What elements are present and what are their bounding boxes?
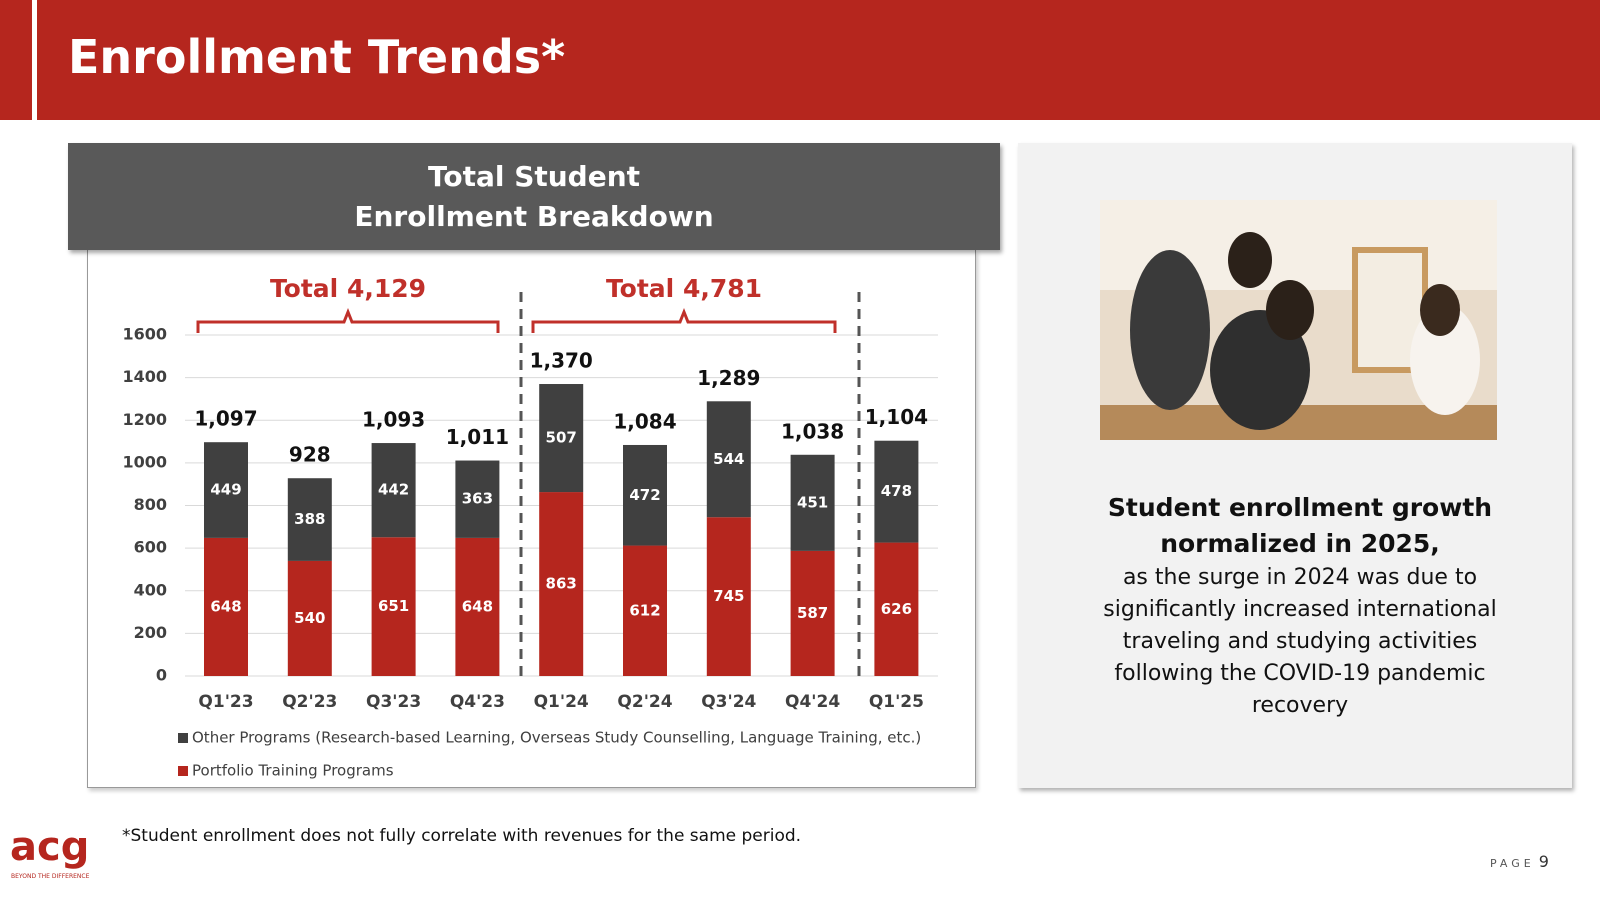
chart-frame — [87, 250, 976, 788]
chart-title-box: Total Student Enrollment Breakdown — [68, 143, 1000, 250]
legend-label: Other Programs (Research-based Learning,… — [192, 729, 921, 747]
total-label: 1,104 — [865, 405, 928, 429]
bar-segment — [790, 550, 835, 676]
photo-table — [1100, 405, 1497, 440]
y-tick-label: 0 — [156, 666, 167, 685]
photo-person — [1420, 284, 1460, 336]
y-tick-label: 1600 — [122, 325, 167, 344]
y-tick-label: 1400 — [122, 367, 167, 386]
bar-segment — [287, 560, 332, 676]
value-label: 626 — [881, 600, 912, 618]
value-label: 478 — [881, 482, 912, 500]
bar-segment — [706, 401, 751, 518]
page-num: 9 — [1538, 852, 1549, 871]
bracket — [531, 307, 837, 333]
total-label: 1,011 — [446, 425, 509, 449]
x-tick-label: Q2'24 — [617, 692, 672, 712]
x-tick-label: Q3'23 — [366, 692, 421, 712]
bar-segment — [287, 478, 332, 561]
value-label: 442 — [378, 481, 409, 499]
annotation: Total 4,781 — [606, 274, 762, 303]
side-text: Student enrollment growth normalized in … — [1090, 490, 1510, 722]
x-tick-label: Q4'23 — [450, 692, 505, 712]
bracket — [196, 307, 500, 333]
value-label: 651 — [378, 597, 409, 615]
y-tick-label: 400 — [134, 580, 167, 599]
x-tick-label: Q2'23 — [282, 692, 337, 712]
bar-segment — [539, 492, 584, 676]
bar-segment — [204, 537, 248, 676]
logo-tagline: BEYOND THE DIFFERENCE — [11, 873, 90, 880]
x-tick-label: Q1'23 — [198, 692, 253, 712]
bar-segment — [204, 442, 248, 538]
chart-title: Total Student Enrollment Breakdown — [354, 159, 714, 233]
value-label: 472 — [629, 486, 660, 504]
total-label: 1,084 — [613, 409, 676, 433]
x-tick-label: Q3'24 — [701, 692, 756, 712]
y-tick-label: 200 — [134, 623, 167, 642]
y-tick-label: 600 — [134, 538, 167, 557]
side-heading: Student enrollment growth normalized in … — [1107, 493, 1493, 558]
photo-person — [1130, 250, 1210, 410]
page-number: PAGE 9 — [1490, 852, 1549, 871]
total-label: 1,097 — [194, 407, 257, 431]
bar-segment — [874, 440, 919, 543]
value-label: 863 — [546, 575, 577, 593]
total-label: 1,370 — [530, 349, 593, 373]
legend-swatch — [178, 766, 188, 776]
x-tick-label: Q1'24 — [534, 692, 589, 712]
value-label: 451 — [797, 493, 828, 511]
value-label: 745 — [713, 587, 744, 605]
value-label: 363 — [462, 490, 493, 508]
bar-segment — [623, 545, 667, 676]
photo-person — [1210, 310, 1310, 430]
bar-segment — [371, 443, 416, 538]
logo: acg BEYOND THE DIFFERENCE — [10, 830, 90, 880]
header-stripe — [32, 0, 37, 120]
bar-segment — [455, 537, 500, 676]
value-label: 612 — [629, 601, 660, 619]
y-tick-label: 1000 — [122, 452, 167, 471]
value-label: 587 — [797, 604, 828, 622]
photo-person — [1266, 280, 1314, 340]
logo-mark: acg — [10, 830, 89, 870]
total-label: 1,038 — [781, 419, 844, 443]
total-label: 1,093 — [362, 408, 425, 432]
bar-segment — [539, 384, 584, 493]
value-label: 648 — [210, 597, 241, 615]
footnote: *Student enrollment does not fully corre… — [122, 826, 802, 846]
bar-segment — [455, 460, 500, 538]
bar-segment — [371, 537, 416, 676]
bar-segment — [623, 444, 667, 546]
slide-title: Enrollment Trends* — [68, 30, 566, 84]
legend-label: Portfolio Training Programs — [192, 762, 394, 780]
annotation: Total 4,129 — [270, 274, 426, 303]
y-tick-label: 800 — [134, 495, 167, 514]
side-body: as the surge in 2024 was due to signific… — [1103, 565, 1497, 718]
bar-segment — [706, 517, 751, 676]
header-bar — [0, 0, 1600, 120]
bar-segment — [874, 542, 919, 676]
total-label: 928 — [289, 443, 331, 467]
photo-person — [1228, 232, 1272, 288]
value-label: 648 — [462, 597, 493, 615]
value-label: 388 — [294, 510, 325, 528]
y-tick-label: 1200 — [122, 410, 167, 429]
bar-segment — [790, 454, 835, 551]
photo-person — [1410, 305, 1480, 415]
x-tick-label: Q1'25 — [869, 692, 924, 712]
legend-swatch — [178, 733, 188, 743]
x-tick-label: Q4'24 — [785, 692, 840, 712]
value-label: 540 — [294, 609, 325, 627]
total-label: 1,289 — [697, 366, 760, 390]
value-label: 544 — [713, 450, 744, 468]
photo — [1100, 200, 1497, 440]
page-label: PAGE — [1490, 857, 1535, 870]
value-label: 507 — [546, 429, 577, 447]
value-label: 449 — [210, 481, 241, 499]
